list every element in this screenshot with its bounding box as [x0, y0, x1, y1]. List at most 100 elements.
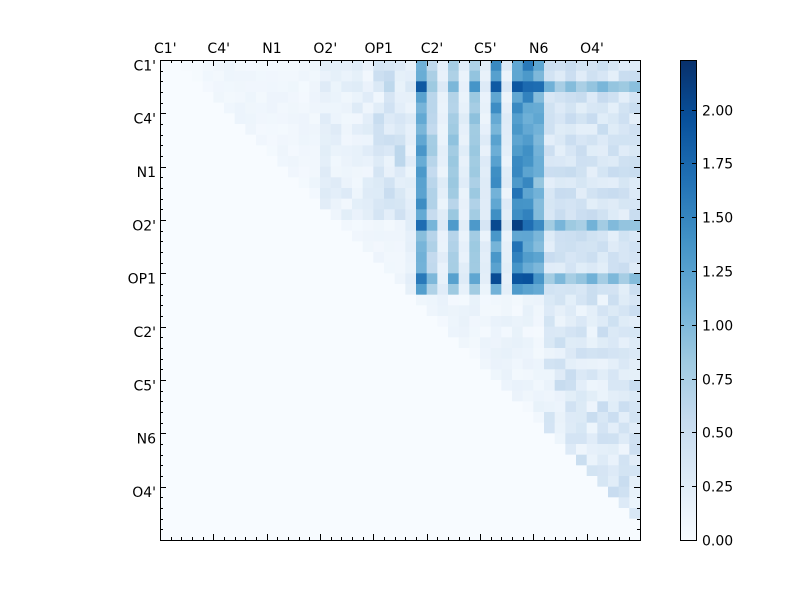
heatmap-cell: [352, 177, 364, 189]
heatmap-cell: [256, 81, 268, 93]
heatmap-cell: [394, 113, 406, 125]
heatmap-cell: [426, 433, 438, 445]
heatmap-cell: [469, 497, 481, 509]
heatmap-cell: [533, 145, 545, 157]
heatmap-cell: [448, 273, 460, 285]
heatmap-cell: [170, 433, 182, 445]
heatmap-cell: [586, 518, 598, 530]
heatmap-cell: [480, 262, 492, 274]
heatmap-cell: [586, 326, 598, 338]
heatmap-cell: [256, 380, 268, 392]
heatmap-cell: [352, 422, 364, 434]
heatmap-cell: [288, 156, 300, 168]
heatmap-cell: [192, 70, 204, 82]
heatmap-cell: [160, 92, 172, 104]
heatmap-cell: [586, 230, 598, 242]
heatmap-cell: [512, 497, 524, 509]
heatmap-cell: [416, 220, 428, 232]
heatmap-cell: [469, 337, 481, 349]
heatmap-cell: [373, 284, 385, 296]
heatmap-cell: [245, 412, 257, 424]
heatmap-cell: [266, 124, 278, 136]
heatmap-cell: [224, 241, 236, 253]
heatmap-cell: [181, 198, 193, 210]
heatmap-cell: [362, 198, 374, 210]
heatmap-cell: [298, 390, 310, 402]
heatmap-cell: [533, 390, 545, 402]
heatmap-cell: [213, 113, 225, 125]
heatmap-cell: [597, 486, 609, 498]
heatmap-cell: [192, 102, 204, 114]
heatmap-cell: [277, 369, 289, 381]
heatmap-cell: [234, 444, 246, 456]
heatmap-cell: [170, 422, 182, 434]
heatmap-cell: [266, 166, 278, 178]
heatmap-cell: [160, 284, 172, 296]
heatmap-cell: [512, 241, 524, 253]
heatmap-cell: [597, 348, 609, 360]
heatmap-cell: [202, 209, 214, 221]
heatmap-cell: [608, 134, 620, 146]
heatmap-cell: [576, 508, 588, 520]
heatmap-cell: [224, 508, 236, 520]
heatmap-cell: [160, 412, 172, 424]
heatmap-cell: [234, 476, 246, 488]
heatmap-cell: [213, 508, 225, 520]
heatmap-cell: [426, 198, 438, 210]
heatmap-cell: [576, 529, 588, 541]
heatmap-cell: [501, 284, 513, 296]
heatmap-cell: [437, 433, 449, 445]
heatmap-cell: [224, 390, 236, 402]
heatmap-cell: [522, 230, 534, 242]
heatmap-cell: [213, 198, 225, 210]
heatmap-cell: [586, 508, 598, 520]
heatmap-cell: [586, 412, 598, 424]
heatmap-cell: [565, 294, 577, 306]
heatmap-cell: [298, 369, 310, 381]
heatmap-cell: [277, 198, 289, 210]
heatmap-cell: [330, 124, 342, 136]
heatmap-cell: [480, 60, 492, 72]
heatmap-cell: [544, 316, 556, 328]
heatmap-cell: [533, 294, 545, 306]
heatmap-cell: [330, 433, 342, 445]
heatmap-cell: [309, 390, 321, 402]
heatmap-cell: [234, 433, 246, 445]
heatmap-cell: [384, 529, 396, 541]
heatmap-cell: [512, 508, 524, 520]
heatmap-cell: [288, 113, 300, 125]
heatmap-cell: [522, 252, 534, 264]
heatmap-cell: [437, 390, 449, 402]
heatmap-cell: [458, 166, 470, 178]
heatmap-cell: [373, 518, 385, 530]
heatmap-cell: [469, 273, 481, 285]
heatmap-cell: [202, 348, 214, 360]
heatmap-cell: [469, 529, 481, 541]
heatmap-cell: [330, 369, 342, 381]
heatmap-cell: [181, 230, 193, 242]
heatmap-cell: [234, 401, 246, 413]
heatmap-cell: [266, 145, 278, 157]
heatmap-cell: [533, 60, 545, 72]
heatmap-cell: [362, 134, 374, 146]
heatmap-cell: [480, 337, 492, 349]
heatmap-cell: [437, 316, 449, 328]
heatmap-cell: [181, 337, 193, 349]
heatmap-cell: [394, 529, 406, 541]
heatmap-cell: [320, 262, 332, 274]
heatmap-cell: [554, 70, 566, 82]
heatmap-cell: [469, 198, 481, 210]
heatmap-cell: [341, 390, 353, 402]
heatmap-cell: [234, 209, 246, 221]
heatmap-cell: [277, 209, 289, 221]
heatmap-cell: [458, 252, 470, 264]
heatmap-cell: [224, 81, 236, 93]
heatmap-cell: [437, 198, 449, 210]
heatmap-cell: [330, 476, 342, 488]
heatmap-cell: [298, 102, 310, 114]
heatmap-cell: [544, 444, 556, 456]
heatmap-cell: [234, 326, 246, 338]
heatmap-cell: [384, 305, 396, 317]
heatmap-cell: [490, 177, 502, 189]
heatmap-cell: [213, 230, 225, 242]
